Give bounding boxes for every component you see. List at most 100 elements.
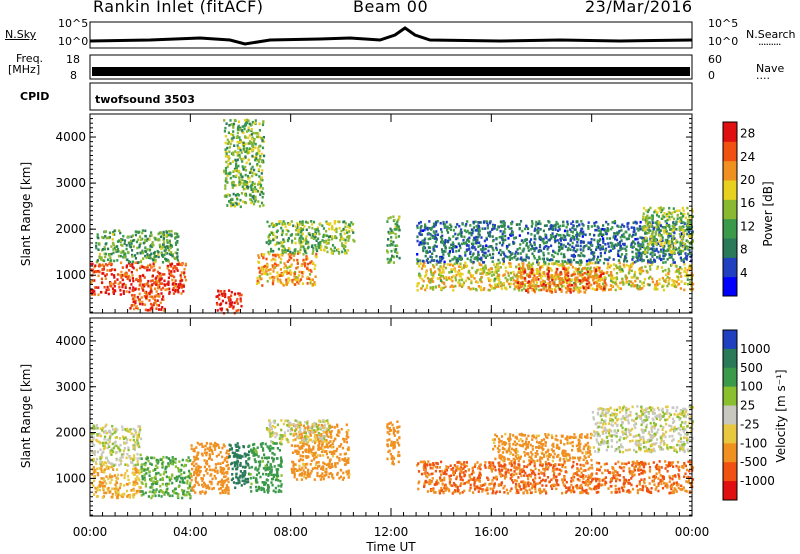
range-cell: [522, 266, 525, 269]
range-cell: [530, 225, 533, 228]
range-cell: [126, 463, 129, 467]
range-cell: [125, 456, 128, 460]
range-cell: [514, 236, 518, 239]
range-cell: [148, 284, 152, 288]
range-cell: [556, 263, 559, 266]
range-cell: [302, 258, 305, 262]
range-cell: [143, 291, 146, 294]
range-cell: [392, 261, 395, 264]
range-cell: [115, 479, 118, 483]
range-cell: [602, 282, 605, 286]
range-cell: [673, 261, 676, 264]
range-cell: [308, 232, 311, 235]
range-cell: [597, 234, 600, 237]
range-cell: [149, 290, 152, 293]
range-cell: [232, 126, 235, 129]
range-cell: [238, 156, 241, 159]
range-cell: [522, 241, 525, 244]
range-cell: [641, 282, 644, 285]
range-cell: [637, 241, 640, 244]
range-cell: [521, 258, 525, 262]
range-cell: [297, 233, 300, 236]
range-cell: [122, 234, 125, 238]
cpid-value: twofsound 3503: [95, 93, 195, 106]
range-cell: [591, 287, 594, 291]
range-cell: [524, 269, 527, 272]
range-cell: [480, 256, 483, 260]
range-cell: [682, 229, 685, 232]
range-cell: [532, 282, 535, 286]
range-cell: [546, 258, 549, 261]
range-cell: [296, 222, 299, 225]
range-cell: [116, 428, 119, 432]
range-cell: [311, 226, 314, 230]
range-cell: [569, 239, 573, 242]
range-cell: [337, 248, 340, 251]
range-cell: [506, 255, 509, 259]
range-cell: [645, 269, 648, 273]
range-cell: [150, 231, 153, 234]
range-cell: [577, 238, 580, 241]
range-cell: [576, 276, 579, 279]
range-cell: [607, 223, 610, 226]
range-cell: [154, 279, 157, 283]
range-cell: [247, 158, 250, 162]
range-cell: [146, 295, 149, 298]
range-cell: [424, 237, 427, 240]
range-cell: [256, 162, 259, 166]
range-cell: [477, 253, 480, 257]
range-cell: [691, 274, 694, 277]
range-cell: [331, 244, 335, 247]
range-cell: [344, 252, 347, 255]
range-cell: [224, 126, 227, 130]
range-cell: [680, 280, 683, 283]
range-cell: [176, 241, 179, 244]
range-cell: [531, 288, 534, 292]
range-cell: [480, 275, 483, 279]
range-cell: [478, 221, 481, 224]
range-cell: [645, 232, 648, 235]
range-cell: [177, 283, 180, 286]
range-cell: [396, 225, 399, 228]
range-cell: [132, 435, 135, 438]
range-cell: [92, 271, 95, 274]
range-cell: [537, 227, 540, 230]
range-cell: [662, 261, 665, 264]
range-cell: [633, 273, 636, 276]
range-cell: [429, 237, 432, 240]
range-cell: [292, 224, 295, 228]
range-cell: [474, 248, 477, 251]
range-cell: [545, 224, 548, 227]
range-cell: [180, 271, 183, 274]
range-cell: [604, 229, 608, 232]
range-cell: [460, 256, 463, 259]
range-cell: [617, 254, 620, 257]
range-cell: [603, 258, 607, 261]
range-cell: [653, 285, 657, 289]
range-cell: [119, 274, 122, 277]
range-cell: [421, 259, 424, 263]
range-cell: [417, 273, 421, 277]
range-cell: [189, 496, 192, 500]
range-cell: [115, 481, 119, 485]
range-cell: [500, 287, 503, 290]
range-cell: [238, 178, 241, 182]
range-cell: [683, 247, 687, 251]
range-cell: [137, 432, 141, 436]
range-cell: [666, 258, 669, 261]
range-cell: [103, 437, 106, 441]
range-cell: [391, 255, 394, 258]
range-cell: [619, 281, 622, 285]
range-cell: [134, 468, 137, 472]
range-cell: [138, 284, 141, 287]
range-cell: [288, 247, 291, 251]
range-cell: [679, 266, 682, 269]
range-cell: [656, 256, 659, 259]
range-cell: [139, 277, 142, 280]
range-cell: [604, 281, 607, 285]
range-cell: [140, 296, 143, 299]
range-cell: [173, 270, 176, 273]
range-cell: [510, 222, 513, 225]
range-cell: [687, 253, 690, 256]
range-cell: [235, 136, 238, 139]
